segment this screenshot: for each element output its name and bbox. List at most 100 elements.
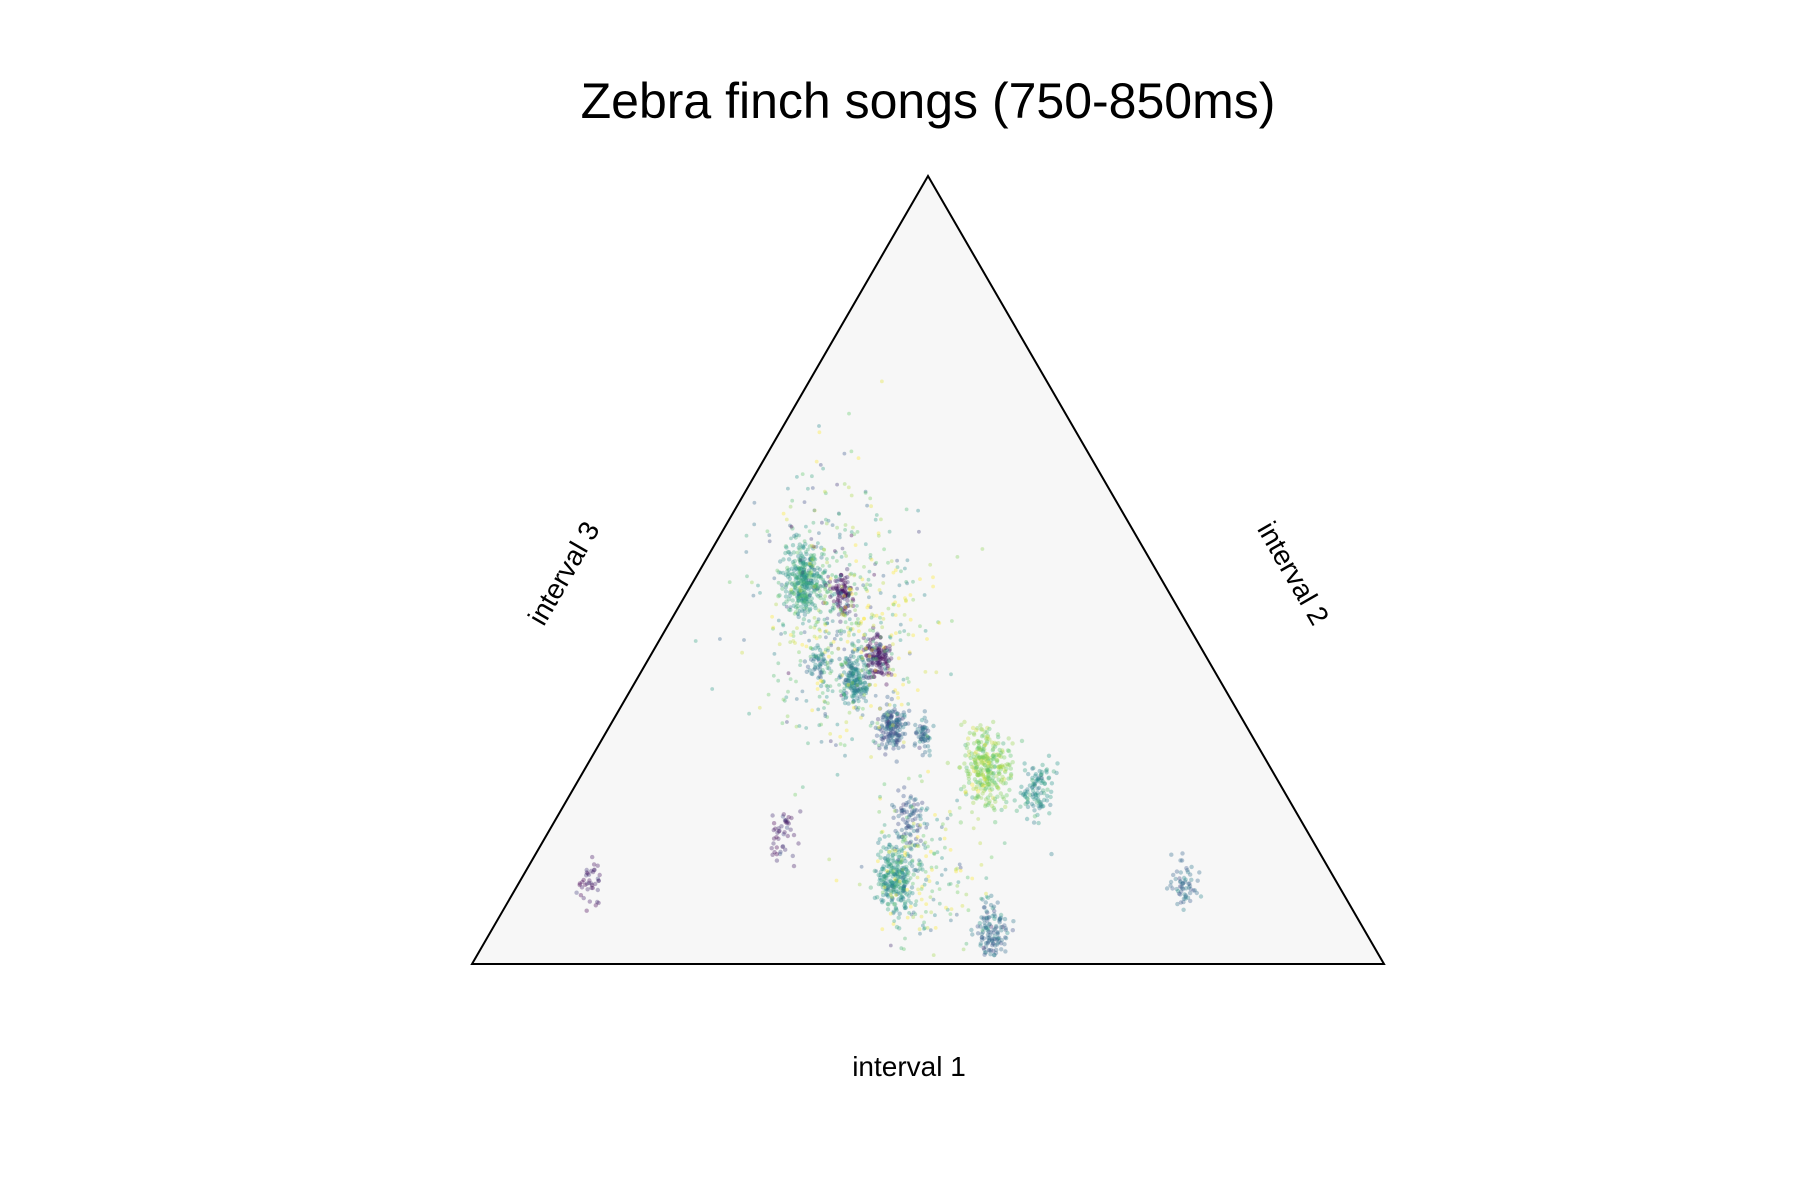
data-point [810, 671, 815, 677]
data-point [846, 592, 851, 598]
data-point [800, 572, 805, 577]
data-point [822, 548, 827, 552]
data-point [855, 687, 860, 693]
data-point [873, 725, 878, 730]
data-point [801, 599, 806, 604]
data-point [911, 579, 915, 584]
data-point [1027, 792, 1033, 797]
data-point [901, 677, 906, 682]
data-point [801, 576, 806, 581]
data-point [780, 814, 786, 819]
data-point [980, 749, 986, 754]
data-point [851, 668, 857, 674]
data-point [1008, 772, 1014, 777]
data-point [935, 881, 940, 885]
data-point [1032, 797, 1037, 802]
data-point [772, 576, 777, 581]
data-point [915, 802, 920, 807]
data-point [881, 882, 886, 887]
data-point [839, 628, 844, 633]
data-point [783, 818, 788, 823]
data-point [885, 715, 890, 720]
data-point [822, 597, 826, 602]
data-point [844, 656, 850, 661]
data-point [888, 634, 892, 639]
data-point [855, 662, 860, 667]
data-point [882, 782, 887, 787]
data-point [815, 571, 820, 576]
data-point [928, 928, 933, 933]
data-point [842, 594, 846, 598]
data-point [846, 485, 851, 490]
data-point [839, 573, 844, 578]
data-point [838, 607, 843, 611]
data-point [879, 877, 884, 883]
data-point [995, 732, 1001, 737]
data-point [872, 868, 877, 874]
data-point [963, 753, 968, 758]
data-point [860, 713, 865, 717]
data-point [836, 590, 841, 595]
data-point [801, 569, 806, 574]
data-point [897, 732, 902, 738]
data-point [924, 808, 928, 812]
data-point [998, 779, 1004, 784]
data-point [842, 588, 847, 593]
data-point [846, 585, 851, 590]
data-point [899, 569, 903, 574]
data-point [813, 623, 818, 628]
data-point [577, 881, 582, 886]
data-point [982, 950, 988, 955]
data-point [842, 613, 847, 618]
data-point [903, 596, 907, 601]
data-point [849, 449, 854, 454]
data-point [1168, 883, 1173, 888]
data-point [873, 655, 879, 661]
data-point [808, 564, 814, 569]
data-point [891, 884, 897, 890]
data-point [960, 904, 965, 908]
data-point [1181, 896, 1187, 901]
data-point [798, 588, 803, 593]
data-point [985, 769, 991, 774]
data-point [829, 658, 833, 663]
data-point [882, 856, 887, 861]
data-point [980, 761, 985, 766]
data-point [852, 582, 857, 586]
data-point [840, 610, 845, 615]
data-point [1039, 778, 1044, 783]
data-point [989, 778, 995, 783]
data-point [1003, 935, 1008, 940]
data-point [833, 578, 838, 583]
data-point [866, 577, 871, 582]
data-point [916, 813, 921, 818]
data-point [873, 517, 878, 522]
data-point [922, 709, 927, 714]
data-point [957, 862, 962, 867]
data-point [901, 845, 907, 850]
data-point [825, 663, 830, 668]
data-point [836, 583, 842, 588]
data-point [861, 695, 866, 700]
data-point [982, 763, 988, 768]
data-point [991, 904, 997, 909]
data-point [981, 755, 986, 760]
data-point [810, 474, 814, 479]
data-point [803, 561, 808, 566]
data-point [870, 661, 875, 666]
data-point [851, 660, 857, 666]
data-point [1032, 783, 1037, 788]
data-point [693, 639, 698, 643]
data-point [586, 872, 592, 877]
data-point [1194, 890, 1200, 896]
data-point [988, 930, 993, 935]
data-point [782, 818, 788, 823]
data-point [767, 533, 772, 538]
data-point [810, 486, 815, 490]
data-point [892, 707, 897, 712]
data-point [1031, 820, 1037, 825]
data-point [967, 771, 973, 777]
data-point [844, 690, 849, 696]
data-point [866, 658, 871, 662]
data-point [859, 673, 864, 679]
